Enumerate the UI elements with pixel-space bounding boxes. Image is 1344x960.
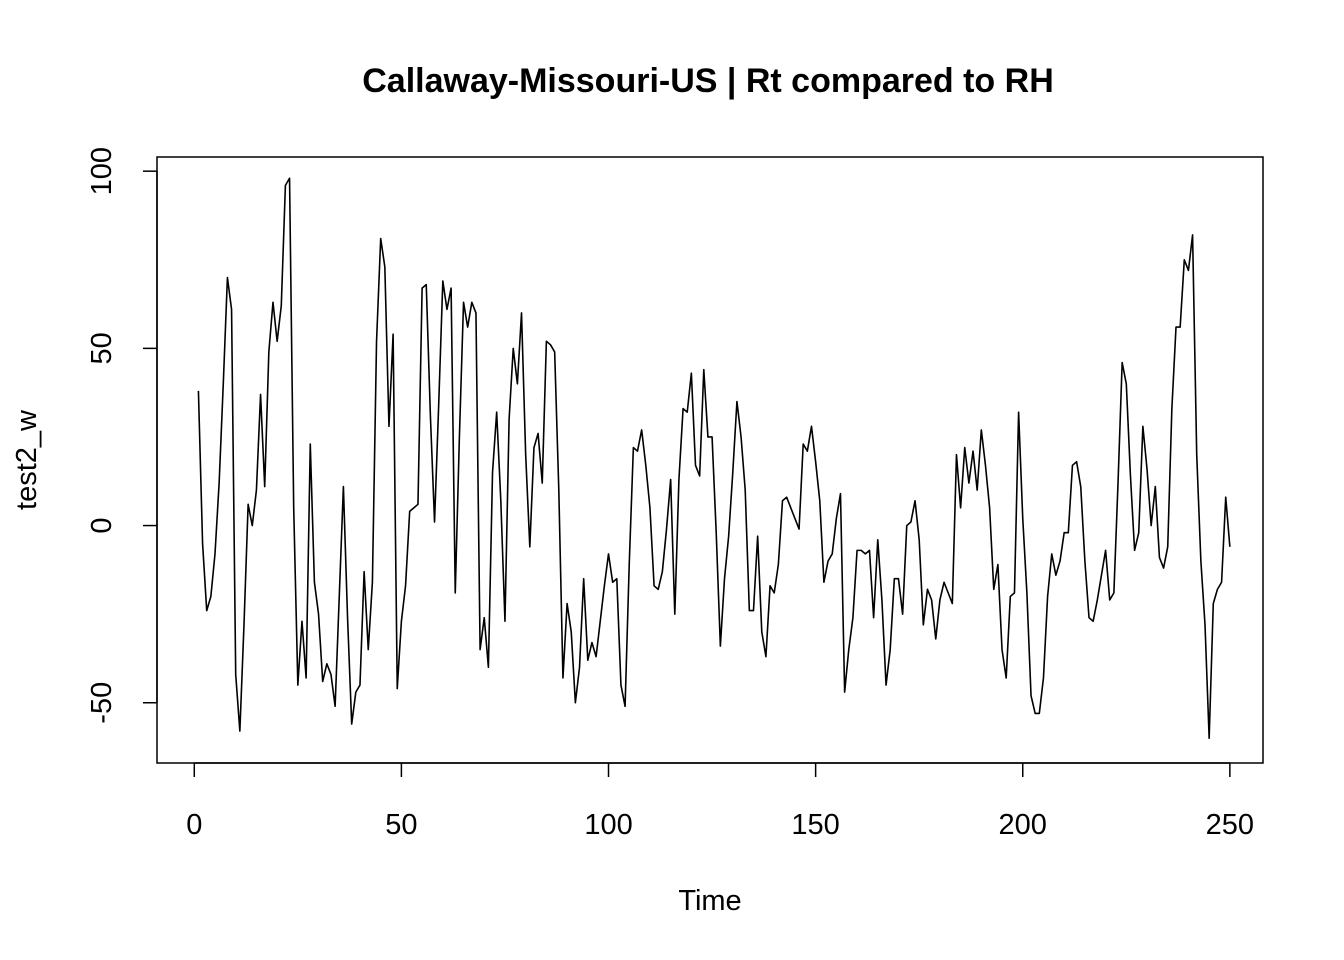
- y-tick-label: 100: [86, 147, 118, 195]
- x-tick-label: 150: [791, 809, 839, 841]
- x-tick-label: 250: [1206, 809, 1254, 841]
- x-tick-label: 100: [584, 809, 632, 841]
- x-axis-label: Time: [678, 885, 741, 917]
- y-axis-label: test2_w: [11, 409, 43, 510]
- series-layer: [197, 177, 1231, 739]
- y-axis: -50 0 50 100: [86, 147, 158, 724]
- y-tick-label: 50: [86, 332, 118, 364]
- x-tick-label: 0: [186, 809, 202, 841]
- x-tick-label: 50: [385, 809, 417, 841]
- x-tick-label: 200: [999, 809, 1047, 841]
- series-line-0: [197, 177, 1231, 739]
- y-tick-label: 0: [86, 517, 118, 533]
- x-axis: 0 50 100 150 200 250: [186, 762, 1254, 841]
- chart-title: Callaway-Missouri-US | Rt compared to RH: [362, 62, 1054, 100]
- y-tick-label: -50: [86, 682, 118, 724]
